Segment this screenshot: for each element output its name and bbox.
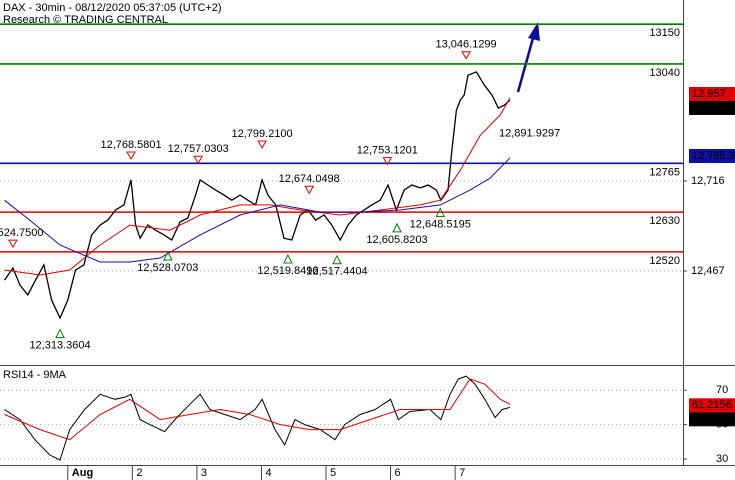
price-tag-label: 12,957: [692, 88, 726, 100]
y-tick-label: 30: [716, 453, 728, 465]
y-tick-label: 70: [716, 384, 728, 396]
low-marker: [435, 207, 446, 217]
x-tick-label: 7: [459, 467, 465, 479]
high-marker: [461, 51, 471, 60]
price-tag: [689, 86, 735, 101]
annotation-label: 13,046.1299: [436, 39, 497, 51]
price-tag-label: 12,946.9: [692, 102, 735, 114]
price-tag-label: 58.7088: [692, 413, 732, 425]
price-tag: [689, 412, 735, 427]
low-marker: [283, 253, 293, 264]
x-tick-label: 6: [395, 467, 401, 479]
annotation-label: 12,757.0303: [168, 143, 229, 155]
annotation-label: 12,799.2100: [232, 128, 293, 140]
rsi-title: RSI14 - 9MA: [3, 369, 67, 381]
annotation-label: 12,648.5195: [410, 218, 471, 230]
high-marker: [304, 185, 315, 195]
high-marker: [8, 239, 18, 249]
level-label: 13150: [649, 27, 680, 39]
x-tick-label: Aug: [72, 467, 93, 479]
forecast-arrow: [516, 22, 540, 93]
x-tick-label: 2: [136, 467, 142, 479]
series-line: [4, 375, 511, 461]
high-marker: [193, 155, 204, 165]
low-marker: [55, 328, 65, 339]
y-tick-label: 12,716: [691, 175, 725, 187]
low-marker: [392, 222, 402, 233]
annotation-label: 12,753.1201: [357, 145, 418, 157]
y-tick-label: 12,467: [691, 265, 725, 277]
annotation-label: 12,891.9297: [499, 127, 560, 139]
low-marker: [163, 250, 173, 261]
series-line: [4, 97, 511, 276]
chart-title: DAX - 30min - 08/12/2020 05:37:05 (UTC+2…: [3, 2, 222, 14]
x-tick-label: 4: [265, 467, 271, 479]
high-marker: [126, 151, 136, 161]
x-tick-label: 5: [330, 467, 336, 479]
series-line: [4, 378, 511, 441]
level-label: 12765: [649, 166, 680, 178]
arrow-shaft: [516, 37, 535, 93]
annotation-label: 12,313.3604: [29, 339, 90, 351]
price-tag-label: 12,785.3: [692, 150, 735, 162]
series-line: [4, 157, 511, 263]
high-marker: [257, 140, 267, 149]
annotation-label: 12,528.0703: [137, 262, 198, 274]
chart-subtitle: Research © TRADING CENTRAL: [3, 14, 168, 26]
level-label: 12630: [649, 215, 680, 227]
series-line: [3, 71, 511, 320]
price-tag-label: 61.2156: [692, 399, 732, 411]
annotation-label: 12,519.8496: [257, 265, 318, 277]
annotation-label: 12,674.0498: [279, 173, 340, 185]
price-tag: [689, 100, 735, 115]
arrow-head: [528, 22, 540, 41]
level-label: 13040: [649, 67, 680, 79]
low-marker: [332, 254, 342, 265]
high-marker: [382, 157, 393, 166]
annotation-label: 12,605.8203: [366, 234, 427, 246]
annotation-label: 12,524.7500: [0, 227, 43, 239]
x-tick-label: 3: [201, 467, 207, 479]
price-tag: [689, 398, 735, 413]
annotation-label: 12,517.4404: [306, 266, 367, 278]
annotation-label: 12,768.5801: [100, 139, 161, 151]
level-label: 12520: [649, 255, 680, 267]
price-tag: [689, 149, 735, 164]
